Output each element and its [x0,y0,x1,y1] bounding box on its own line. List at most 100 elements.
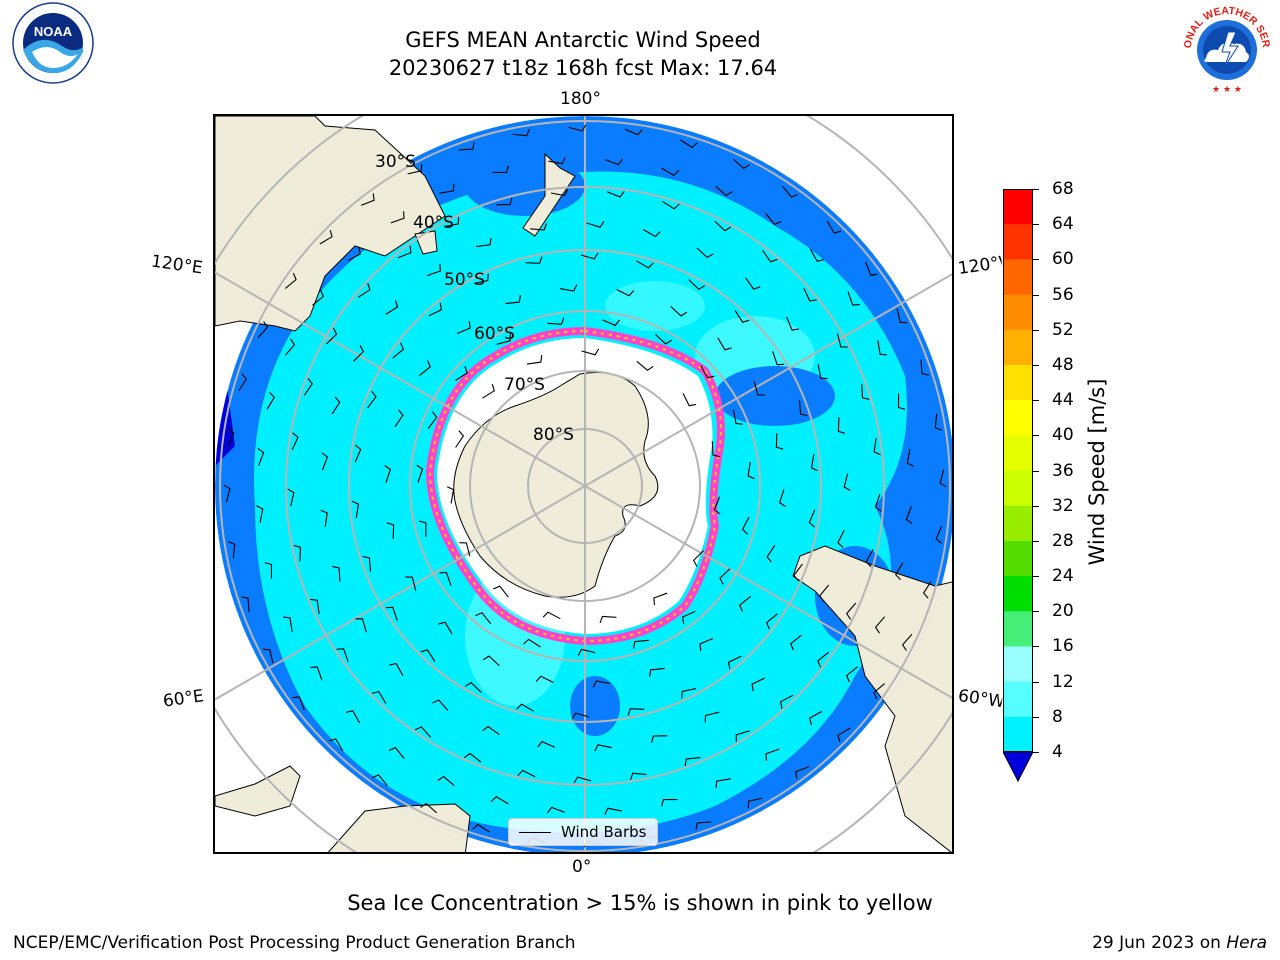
wind-barb [682,610,696,624]
lon-label-120e: 120°E [149,251,204,279]
colorbar-tick-mark [1033,505,1039,507]
wind-barb [571,712,590,720]
colorbar-tick-label: 68 [1052,179,1074,199]
colorbar-tick-label: 60 [1052,249,1074,270]
colorbar-tick-label: 52 [1052,319,1074,340]
wind-barb [649,667,665,677]
graticule [215,116,952,852]
svg-text:★ ★ ★: ★ ★ ★ [1212,85,1242,95]
wind-barb [332,565,341,582]
wind-barb [516,703,534,712]
wind-barb [592,680,611,688]
wind-barb [291,432,299,451]
wind-barb [523,638,541,648]
wind-barbs [223,124,947,848]
wind-barb [795,766,810,779]
wind-barb [238,373,248,391]
wind-barb [624,128,643,136]
colorbar-tick-mark [1033,329,1039,331]
wind-barb [355,618,367,633]
wind-barb [328,738,344,752]
wind-barb [847,291,860,306]
wind-barb [747,797,763,809]
wind-barb [594,744,612,752]
wind-barb [397,245,412,259]
wind-barb [837,530,845,548]
wind-barb [458,142,475,151]
wind-barb [602,319,621,327]
wind-barb [482,725,500,736]
nws-logo: NATIONAL WEATHER SERVICE ★ ★ ★ [1176,2,1272,95]
wind-barb [874,616,886,634]
wind-barb [732,409,743,425]
colorbar-tick-mark [1033,400,1039,402]
wind-barb [765,748,780,761]
wind-barb [735,730,750,742]
wind-barb [920,359,929,376]
noaa-logo-text: NOAA [34,24,73,39]
colorbar-tick-mark [1033,435,1039,437]
madagascar-land [215,765,301,817]
lon-label-60w: 60°W [956,686,1004,712]
colorbar-band [1003,189,1033,225]
footer-branch: NCEP/EMC/Verification Post Processing Pr… [13,933,576,953]
wind-barb [741,516,750,535]
colorbar-band [1003,505,1033,542]
colorbar-band [1003,259,1033,296]
wind-barb [580,252,599,260]
wind-barb [605,158,624,166]
colorbar-tick-label: 28 [1052,530,1074,551]
wind-barb [845,666,858,683]
wind-barb [385,606,398,621]
wind-barb [837,417,846,434]
wind-barb [808,509,816,528]
colorbar-label: Wind Speed [m/s] [1085,378,1109,566]
colorbar-tick-label: 44 [1052,390,1074,411]
colorbar-tick-mark [1033,752,1039,753]
wind-barb [284,272,297,289]
wind-barb [463,752,482,763]
wind-barb [490,796,509,805]
wind-barb [416,464,424,483]
wind-barb [550,189,569,197]
wind-barb [482,655,500,667]
footer-date-text: 29 Jun 2023 on [1092,933,1221,953]
wind-barb [636,360,654,371]
wind-barb [715,185,733,197]
colorbar-tick-mark [1033,189,1039,190]
colorbar-tick-label: 8 [1052,706,1063,727]
wind-barb [711,441,720,458]
colorbar [1003,189,1033,783]
wind-barb [775,433,784,450]
wind-barb [877,340,888,356]
wind-barb [586,221,605,228]
colorbar-band [1003,294,1033,331]
wind-barb [734,310,750,323]
wind-barb [604,807,622,815]
colorbar-band [1003,364,1033,401]
colorbar-tick-label: 36 [1052,460,1074,481]
lon-label-60e: 60°E [161,686,206,712]
lat-label-50s: 50°S [444,270,485,290]
wind-barb [548,157,566,165]
wind-barb [636,260,654,269]
wind-barb [696,247,714,259]
wind-barb [559,284,578,292]
wind-barb [420,802,438,814]
map-legend: Wind Barbs [508,818,658,846]
wind-barb [896,308,908,324]
wind-barb [581,348,600,356]
wind-barb [439,183,455,194]
wind-barb [257,447,265,466]
wind-barb [428,302,443,317]
wind-barb [227,541,236,559]
wind-barb [865,549,874,568]
wind-barb [264,562,273,579]
colorbar-tick-label: 4 [1052,742,1063,762]
wind-barb [627,708,645,716]
wind-barb [762,250,778,263]
colorbar-band [1003,681,1033,718]
wind-barb [874,493,882,512]
wind-barb [292,696,305,711]
wind-barb [385,300,399,315]
